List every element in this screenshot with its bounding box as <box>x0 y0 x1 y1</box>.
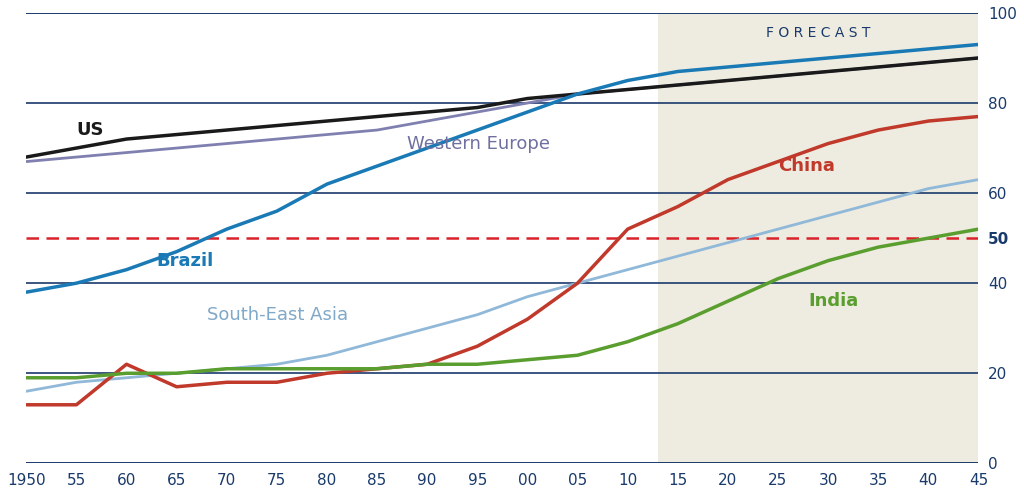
Text: India: India <box>808 292 858 310</box>
Text: South-East Asia: South-East Asia <box>207 306 348 324</box>
Bar <box>657 13 998 463</box>
Text: Brazil: Brazil <box>157 251 214 270</box>
Text: China: China <box>778 157 835 175</box>
Text: US: US <box>77 121 103 139</box>
Text: Western Europe: Western Europe <box>408 135 550 152</box>
Text: F O R E C A S T: F O R E C A S T <box>766 26 870 41</box>
